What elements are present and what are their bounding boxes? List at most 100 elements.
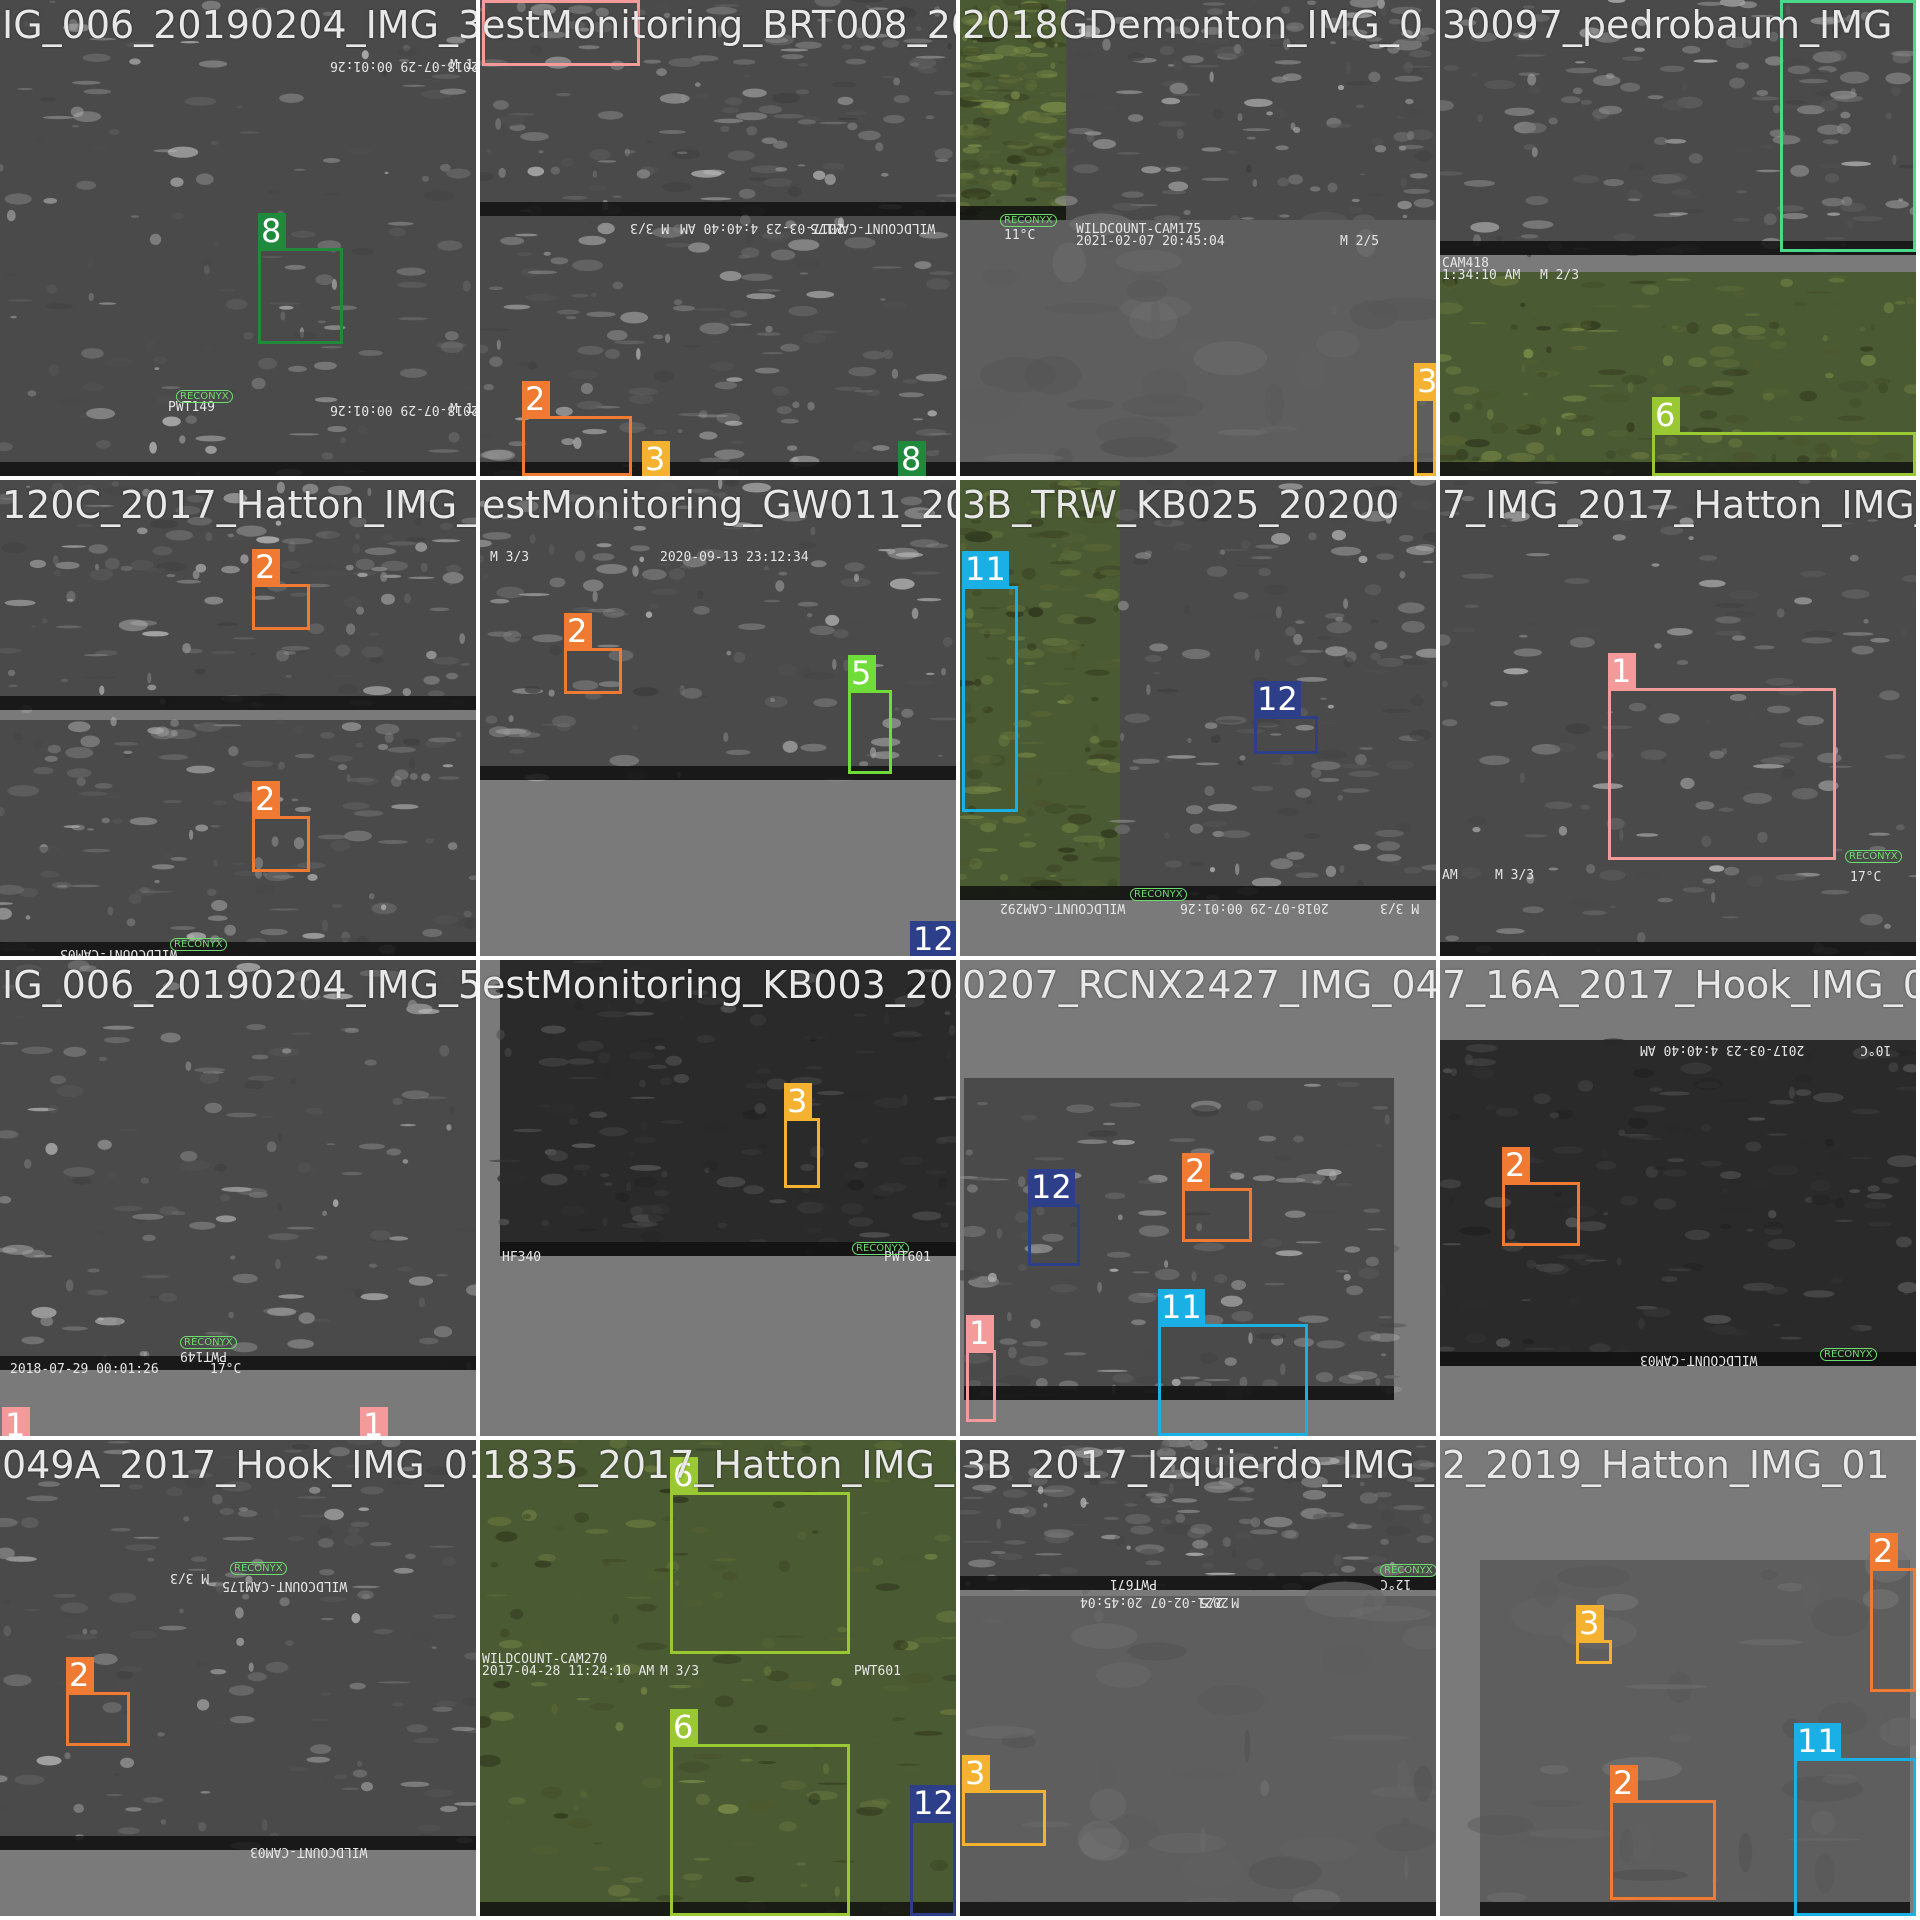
detection-box: 1 [482, 0, 640, 66]
camera-stamp: WILDCOUNT-CAM03 [60, 946, 178, 956]
class-label-tag: 6 [670, 1457, 698, 1493]
class-label-tag: 3 [642, 441, 670, 476]
class-label-tag: 2 [1502, 1147, 1530, 1183]
camera-trap-photo [1440, 1038, 1916, 1366]
class-label-tag: 3 [1576, 1605, 1604, 1641]
camera-stamp: WILDCOUNT-CAM175 [222, 1578, 348, 1593]
detection-box: 1 [966, 1315, 996, 1422]
mosaic-tile: 2018-07-29 00:01:26M 1/5M 1/52018-07-29 … [0, 0, 476, 476]
mosaic-tile: 12 2 1 11 0207_RCNX2427_IMG_04 [960, 960, 1436, 1436]
camera-brand-logo: RECONYX [852, 1242, 909, 1255]
mosaic-tile: WILDCOUNT-CAM03 RECONYX 2 2 120C_2017_Hatton… [0, 480, 476, 956]
class-label-tag: 12 [910, 1785, 956, 1821]
camera-brand-logo: RECONYX [1130, 888, 1187, 901]
camera-stamp: M 3/3 [660, 1664, 700, 1679]
detection-box: 3 [1414, 363, 1436, 476]
camera-brand-logo: RECONYX [1380, 1564, 1436, 1577]
mosaic-tile: WILDCOUNT-CAM292 2018-07-29 00:01:26 M 3/3… [960, 480, 1436, 956]
detection-box: 2 [252, 549, 310, 630]
camera-stamp: PWT149 [168, 400, 215, 415]
class-label-tag: 8 [898, 441, 926, 476]
class-label-tag: 2 [66, 1657, 94, 1693]
detection-box: 1 [1608, 653, 1836, 860]
camera-stamp: M 2/5 [1340, 234, 1380, 249]
class-label-tag: 11 [1794, 1723, 1841, 1759]
camera-stamp: M 2/5 [1200, 1594, 1240, 1609]
camera-stamp: 11°C [1004, 228, 1036, 243]
camera-trap-photo [1440, 480, 1916, 956]
class-label-tag: 11 [962, 551, 1009, 587]
camera-stamp: PWT601 [854, 1664, 901, 1679]
camera-stamp: M 3/3 [630, 220, 670, 235]
detection-box: 2 [564, 613, 622, 694]
class-label-tag: 12 [1254, 681, 1301, 717]
class-label-tag: 2 [1870, 1533, 1898, 1569]
class-label-tag: 3 [1414, 363, 1436, 399]
class-label-tag: 1 [2, 1407, 30, 1436]
detection-box: 2 [522, 381, 632, 476]
camera-stamp: WILDCOUNT-CAM292 [1000, 900, 1126, 915]
camera-brand-logo: RECONYX [170, 938, 227, 951]
class-label-tag: 5 [848, 655, 876, 691]
camera-brand-logo: RECONYX [230, 1562, 287, 1575]
detection-box: 3 [784, 1083, 820, 1188]
camera-trap-photo [480, 0, 956, 476]
class-label-tag: 1 [966, 1315, 994, 1351]
camera-stamp: WILDCOUNT-CAM270 [482, 1652, 608, 1667]
detection-box: 6 [670, 1457, 850, 1654]
mosaic-tile: 11°C WILDCOUNT-CAM175 2021-02-07 20:45:04 M… [960, 0, 1436, 476]
camera-stamp: M 3/3 [1380, 900, 1420, 915]
mosaic-tile: WILDCOUNT-CAM270 2017-04-28 11:24:10 AM M … [480, 1440, 956, 1916]
detection-box: 5 [848, 655, 892, 774]
detection-box: 12 [910, 1785, 956, 1916]
class-label-tag: 12 [1028, 1169, 1075, 1205]
class-label-tag: 12 [910, 921, 956, 956]
mosaic-tile: 2018-07-29 00:01:26 17°C PWT149 RECONYX 1 1 IG… [0, 960, 476, 1436]
camera-brand-logo: RECONYX [176, 390, 233, 403]
class-label-tag: 2 [522, 381, 550, 417]
camera-stamp: M 3/3 [490, 550, 530, 565]
class-label-tag: 2 [1610, 1765, 1638, 1801]
detection-box: 2 [1182, 1153, 1252, 1242]
camera-trap-photo [0, 0, 476, 476]
camera-stamp: 10°C [1860, 1042, 1892, 1057]
mosaic-tile: WILDCOUNT-CAM175 M 3/3 WILDCOUNT-CAM03 RECO… [0, 1440, 476, 1916]
camera-trap-photo [480, 1440, 956, 1916]
mosaic-tile: PWT671 2021-02-07 20:45:04 M 2/5 12°C RECONY… [960, 1440, 1436, 1916]
camera-trap-photo [960, 480, 1436, 901]
camera-stamp: M 1/5 [450, 402, 476, 417]
camera-stamp: WILDCOUNT-CAM03 [1640, 1352, 1758, 1367]
camera-trap-photo [489, 960, 956, 1258]
camera-trap-photo [0, 960, 476, 1436]
camera-stamp: WILDCOUNT-CAM03 [250, 1844, 368, 1859]
camera-stamp: 2021-02-07 20:45:04 [1076, 234, 1225, 249]
camera-stamp: CAM418 [1442, 256, 1489, 271]
camera-stamp: 17°C [210, 1362, 242, 1377]
camera-trap-photo [0, 480, 476, 956]
detection-box: 8 [258, 213, 343, 344]
mosaic-tile: 2017-03-23 4:40:40 AM WILDCOUNT-CAM03 10°C… [1440, 960, 1916, 1436]
class-label-tag: 2 [252, 549, 280, 585]
mosaic-tile: AM M 3/3 17°C RECONYX 1 7_IMG_2017_Hatton_IMG… [1440, 480, 1916, 956]
mosaic-tile: HF340 PWT601 RECONYX 3 estMonitoring_KB003_2… [480, 960, 956, 1436]
camera-stamp: M 3/3 [1495, 868, 1535, 883]
camera-stamp: PWT671 [1110, 1576, 1157, 1591]
camera-stamp: AM [1442, 868, 1458, 883]
camera-trap-photo [960, 0, 1436, 476]
detection-box: 3 [1576, 1605, 1612, 1664]
class-label-tag: 2 [252, 781, 280, 817]
detection-box: 11 [1158, 1289, 1308, 1436]
detection-box: 7 [1780, 0, 1916, 252]
camera-stamp: 2020-09-13 23:12:34 [660, 550, 809, 565]
camera-trap-photo [0, 1440, 476, 1916]
detection-box: 11 [1794, 1723, 1916, 1916]
detection-box: 2 [66, 1657, 130, 1746]
camera-stamp: PWT149 [180, 1348, 227, 1363]
class-label-tag: 2 [564, 613, 592, 649]
camera-brand-logo: RECONYX [1000, 214, 1057, 227]
class-label-tag: 1 [482, 0, 510, 1]
camera-stamp: 2017-03-23 4:40:40 AM [680, 220, 845, 235]
detection-box: 12 [1028, 1169, 1080, 1266]
